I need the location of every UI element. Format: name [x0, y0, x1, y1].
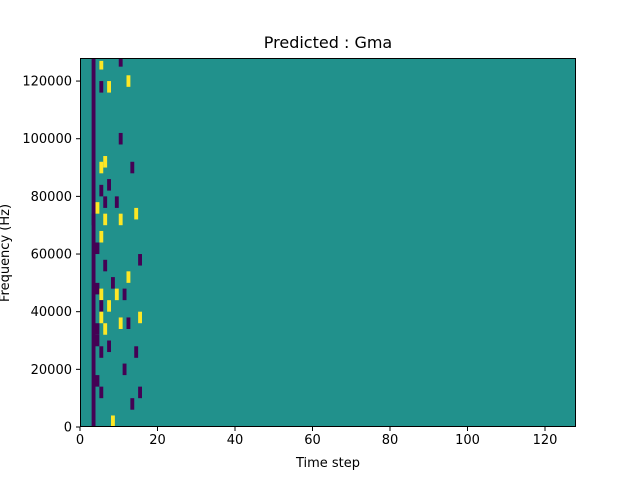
- heatmap-cell: [122, 288, 127, 301]
- y-tick-label: 20000: [31, 363, 72, 378]
- x-axis-label: Time step: [295, 456, 360, 471]
- heatmap-cell: [122, 363, 127, 376]
- heatmap-cell: [99, 288, 104, 301]
- heatmap-cell: [95, 334, 100, 347]
- y-tick-label: 100000: [22, 132, 72, 147]
- heatmap-cell: [103, 213, 108, 226]
- x-tick-label: 60: [304, 433, 321, 448]
- heatmap-cell: [118, 132, 123, 145]
- x-axis: 0 20 40 60 80 100 120: [76, 427, 558, 448]
- heatmap-cell: [107, 81, 111, 93]
- heatmap-cell: [107, 300, 111, 312]
- heatmap-cell: [99, 161, 104, 174]
- heatmap-cell: [111, 415, 115, 427]
- heatmap-cell: [91, 213, 96, 226]
- x-tick-label: 120: [533, 433, 558, 448]
- heatmap-cell: [103, 156, 108, 168]
- x-tick-label: 100: [455, 433, 480, 448]
- heatmap-cell: [95, 282, 100, 295]
- heatmap-cell: [126, 317, 131, 329]
- heatmap-cell: [99, 230, 104, 243]
- heatmap-cell: [103, 259, 108, 272]
- x-tick-label: 80: [382, 433, 399, 448]
- heatmap-cell: [107, 340, 111, 353]
- heatmap-cell: [99, 81, 104, 93]
- heatmap-cell: [99, 311, 104, 324]
- y-axis: 0 20000 40000 60000 80000 100000 120000: [22, 75, 80, 436]
- heatmap-cell: [118, 317, 123, 329]
- heatmap-cell: [130, 398, 135, 410]
- y-tick-label: 0: [64, 421, 72, 436]
- heatmap-cell: [99, 346, 104, 358]
- heatmap-cell: [99, 184, 104, 197]
- heatmap-cell: [111, 277, 115, 289]
- x-tick-label: 20: [149, 433, 166, 448]
- heatmap-cell: [99, 60, 104, 70]
- plot-area: [80, 58, 576, 427]
- heatmap-cell: [134, 207, 139, 220]
- y-tick-label: 60000: [31, 248, 72, 263]
- axes-frame: [80, 58, 576, 427]
- heatmap-cell: [138, 254, 142, 266]
- heatmap-cell: [107, 179, 111, 191]
- heatmap-cell: [103, 323, 108, 335]
- heatmap-cell: [114, 288, 119, 301]
- heatmap-cell: [126, 75, 131, 87]
- y-tick-label: 40000: [31, 305, 72, 320]
- heatmap-cell: [138, 386, 142, 399]
- heatmap-cell: [114, 196, 119, 208]
- heatmap-cell: [138, 311, 142, 324]
- heatmap-cell: [126, 271, 131, 283]
- heatmap-cell: [95, 202, 100, 214]
- heatmap-cell: [99, 386, 104, 399]
- heatmap-cells: [91, 58, 142, 427]
- heatmap-cell: [99, 300, 104, 312]
- heatmap-cell: [103, 196, 108, 208]
- heatmap-cell: [118, 213, 123, 226]
- x-tick-label: 0: [76, 433, 84, 448]
- heatmap-cell: [91, 58, 96, 427]
- x-tick-label: 40: [227, 433, 244, 448]
- heatmap-cell: [95, 323, 100, 335]
- heatmap-cell: [95, 375, 100, 387]
- heatmap-cell: [130, 161, 135, 174]
- y-axis-label: Frequency (Hz): [0, 204, 13, 302]
- heatmap-cell: [118, 58, 123, 67]
- heatmap-background: [80, 58, 576, 427]
- heatmap-cell: [95, 242, 100, 255]
- heatmap-cell: [134, 346, 139, 358]
- y-tick-label: 80000: [31, 190, 72, 205]
- chart-title: Predicted : Gma: [264, 33, 392, 52]
- y-tick-label: 120000: [22, 75, 72, 90]
